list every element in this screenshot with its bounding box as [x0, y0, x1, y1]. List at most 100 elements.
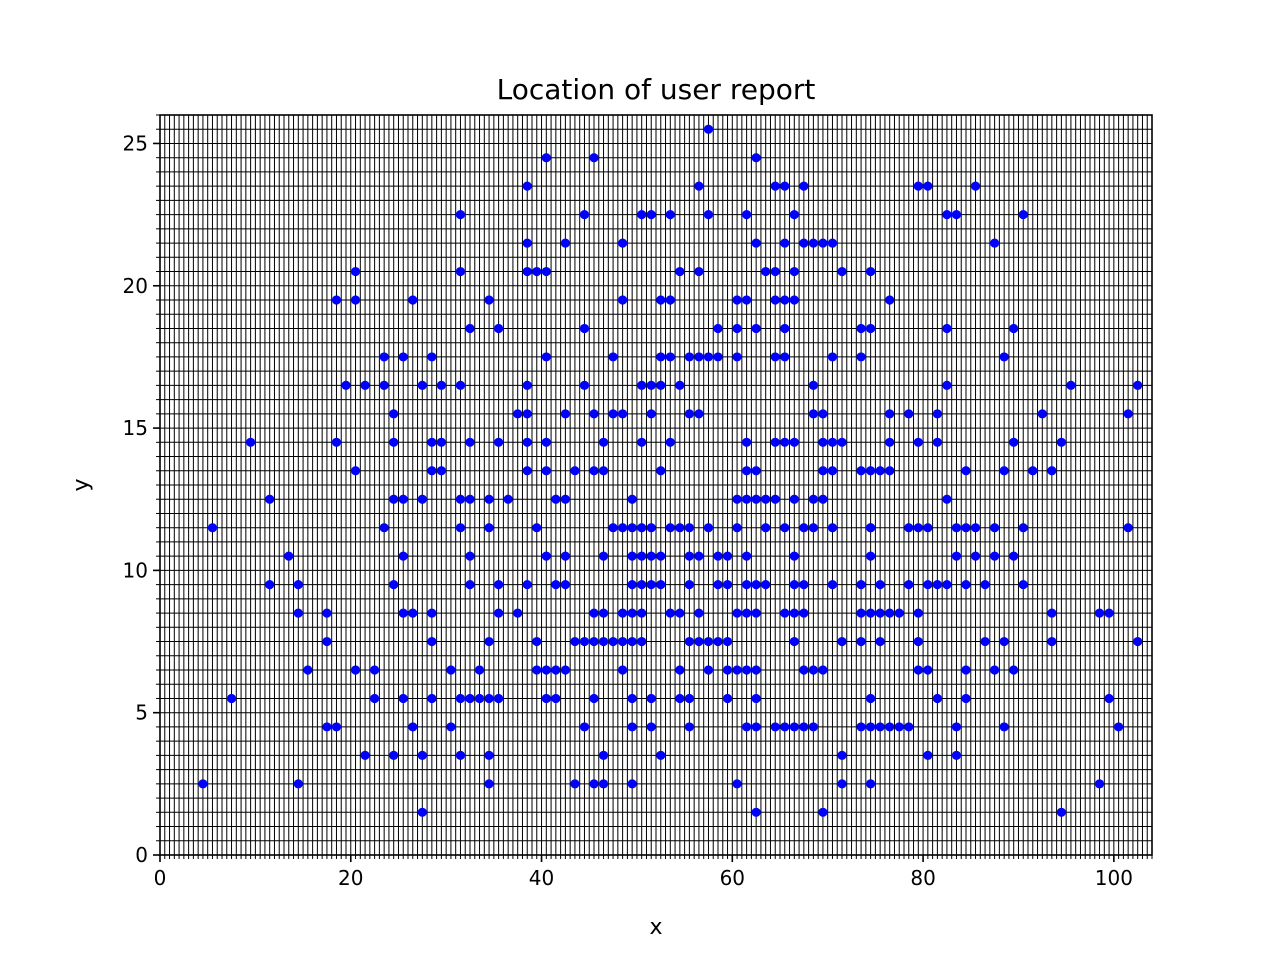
data-point [637, 380, 647, 390]
data-point [961, 665, 971, 675]
data-point [742, 295, 752, 305]
data-point [627, 551, 637, 561]
data-point [532, 665, 542, 675]
data-point [703, 210, 714, 220]
data-point [780, 181, 790, 191]
data-point [742, 210, 752, 220]
data-point [494, 323, 504, 334]
data-point [618, 409, 628, 419]
tick-marks [153, 142, 1115, 862]
data-point [751, 693, 761, 704]
data-point [1009, 551, 1019, 561]
data-point [904, 722, 914, 732]
y-tick-label: 25 [123, 131, 148, 155]
data-point [627, 580, 637, 590]
data-point [513, 608, 523, 618]
data-point [866, 266, 876, 277]
data-point [866, 722, 876, 732]
data-point [646, 551, 656, 561]
data-point [417, 807, 427, 817]
data-point [942, 494, 952, 504]
data-point [484, 750, 494, 760]
data-point [684, 580, 694, 590]
data-point [923, 523, 933, 533]
data-point [818, 665, 828, 675]
data-point [455, 380, 466, 390]
data-point [570, 636, 580, 647]
data-point [684, 551, 694, 561]
data-point [427, 636, 437, 647]
data-point [684, 693, 694, 704]
data-point [579, 722, 590, 732]
data-point [770, 181, 780, 191]
data-point [808, 722, 818, 732]
data-point [1047, 608, 1057, 618]
data-point [522, 181, 532, 191]
data-point [875, 466, 885, 476]
data-point [856, 580, 866, 590]
data-point [951, 750, 962, 760]
data-point [541, 266, 551, 277]
data-point [1047, 466, 1057, 476]
data-point [1047, 636, 1057, 647]
data-point [827, 580, 838, 590]
y-tick-label: 0 [135, 843, 148, 867]
data-point [732, 608, 742, 618]
data-point [455, 210, 466, 220]
data-point [589, 466, 599, 476]
data-point [694, 551, 704, 561]
data-point [579, 380, 590, 390]
data-point [427, 693, 437, 704]
data-point [942, 580, 952, 590]
data-point [770, 494, 780, 504]
data-point [465, 323, 475, 334]
data-point [789, 580, 799, 590]
data-point [913, 437, 923, 447]
data-point [522, 580, 532, 590]
data-point [856, 466, 866, 476]
data-point [331, 722, 342, 732]
data-point [789, 551, 799, 561]
data-point [665, 437, 675, 447]
data-point [1028, 466, 1038, 476]
y-tick-label: 10 [123, 558, 148, 582]
data-point [484, 523, 494, 533]
data-point [389, 437, 399, 447]
data-point [589, 608, 599, 618]
data-point [827, 466, 838, 476]
data-point [808, 409, 818, 419]
data-point [856, 323, 866, 334]
data-point [331, 437, 342, 447]
data-point [694, 352, 704, 362]
data-point [866, 523, 876, 533]
data-point [742, 722, 752, 732]
data-point [503, 494, 513, 504]
data-point [408, 722, 418, 732]
data-point [904, 580, 914, 590]
data-point [656, 352, 666, 362]
data-point [484, 636, 494, 647]
data-point [866, 466, 876, 476]
data-point [513, 409, 523, 419]
data-point [532, 266, 542, 277]
data-point [799, 181, 809, 191]
data-point [789, 295, 799, 305]
data-point [942, 210, 952, 220]
data-point [980, 580, 990, 590]
data-point [646, 409, 656, 419]
data-point [703, 636, 714, 647]
data-point [436, 466, 446, 476]
data-point [541, 665, 551, 675]
data-point [751, 807, 761, 817]
data-point [761, 494, 771, 504]
data-point [570, 466, 580, 476]
data-point [198, 779, 208, 789]
data-point [532, 636, 542, 647]
data-point [646, 380, 656, 390]
data-point [389, 494, 399, 504]
data-point [541, 437, 551, 447]
data-point [951, 722, 962, 732]
data-point [713, 580, 723, 590]
data-point [560, 551, 570, 561]
data-point [618, 608, 628, 618]
